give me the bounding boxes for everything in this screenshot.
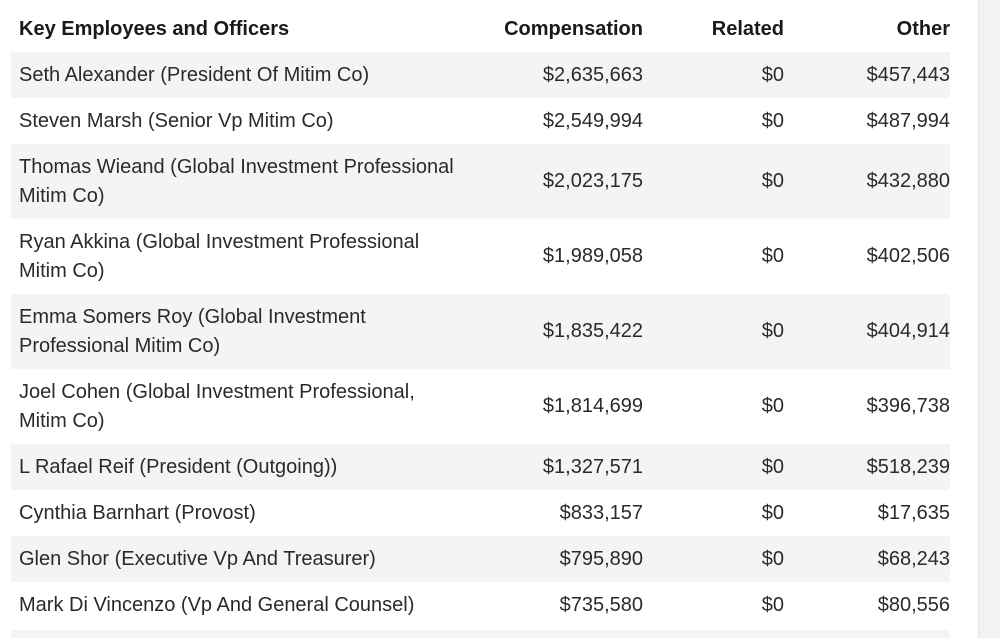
- cell-other: $68,243: [784, 536, 950, 582]
- cell-name: Mark Di Vincenzo (Vp And General Counsel…: [11, 582, 467, 628]
- table-row: Cynthia Barnhart (Provost) $833,157 $0 $…: [11, 490, 950, 536]
- table-row: Steven Marsh (Senior Vp Mitim Co) $2,549…: [11, 98, 950, 144]
- table-row: L Rafael Reif (President (Outgoing)) $1,…: [11, 444, 950, 490]
- cell-other: $402,506: [784, 219, 950, 294]
- cell-other: $487,994: [784, 98, 950, 144]
- cell-related: $0: [647, 98, 784, 144]
- header-related: Related: [647, 6, 784, 52]
- table-row: Joel Cohen (Global Investment Profession…: [11, 369, 950, 444]
- cell-name: Cynthia Barnhart (Provost): [11, 490, 467, 536]
- table-row: Emma Somers Roy (Global Investment Profe…: [11, 294, 950, 369]
- cell-other: $432,880: [784, 144, 950, 219]
- cell-compensation: $735,580: [467, 582, 647, 628]
- cell-name: Glen Shor (Executive Vp And Treasurer): [11, 536, 467, 582]
- cell-other: $404,914: [784, 294, 950, 369]
- header-compensation: Compensation: [467, 6, 647, 52]
- cell-compensation: $833,157: [467, 490, 647, 536]
- table-row: Glen Shor (Executive Vp And Treasurer) $…: [11, 536, 950, 582]
- cell-compensation: $795,890: [467, 536, 647, 582]
- cell-name: Emma Somers Roy (Global Investment Profe…: [11, 294, 467, 369]
- header-other: Other: [784, 6, 950, 52]
- cell-name: Steven Marsh (Senior Vp Mitim Co): [11, 98, 467, 144]
- table-row: Mark Di Vincenzo (Vp And General Counsel…: [11, 582, 950, 628]
- cell-related: $0: [647, 536, 784, 582]
- cell-compensation: $1,327,571: [467, 444, 647, 490]
- cell-related: $0: [647, 369, 784, 444]
- table-row: Seth Alexander (President Of Mitim Co) $…: [11, 52, 950, 98]
- table-row: Ryan Akkina (Global Investment Professio…: [11, 219, 950, 294]
- cell-name: L Rafael Reif (President (Outgoing)): [11, 444, 467, 490]
- cell-other: $396,738: [784, 369, 950, 444]
- cell-compensation: $1,989,058: [467, 219, 647, 294]
- table-row: Thomas Wieand (Global Investment Profess…: [11, 144, 950, 219]
- cell-compensation: $1,814,699: [467, 369, 647, 444]
- cell-related: $0: [647, 294, 784, 369]
- cell-name: Seth Alexander (President Of Mitim Co): [11, 52, 467, 98]
- cell-name: Thomas Wieand (Global Investment Profess…: [11, 144, 467, 219]
- compensation-table: Key Employees and Officers Compensation …: [11, 6, 950, 628]
- cell-other: $80,556: [784, 582, 950, 628]
- table-header-row: Key Employees and Officers Compensation …: [11, 6, 950, 52]
- cell-related: $0: [647, 582, 784, 628]
- cell-related: $0: [647, 52, 784, 98]
- cell-other: $17,635: [784, 490, 950, 536]
- cell-compensation: $1,835,422: [467, 294, 647, 369]
- cell-compensation: $2,549,994: [467, 98, 647, 144]
- cell-other: $518,239: [784, 444, 950, 490]
- cell-compensation: $2,635,663: [467, 52, 647, 98]
- cell-compensation: $2,023,175: [467, 144, 647, 219]
- table-row-partial: [11, 630, 950, 638]
- cell-related: $0: [647, 444, 784, 490]
- cell-related: $0: [647, 490, 784, 536]
- cell-other: $457,443: [784, 52, 950, 98]
- cell-related: $0: [647, 219, 784, 294]
- cell-related: $0: [647, 144, 784, 219]
- header-name: Key Employees and Officers: [11, 6, 467, 52]
- cell-name: Joel Cohen (Global Investment Profession…: [11, 369, 467, 444]
- compensation-table-container: Key Employees and Officers Compensation …: [11, 6, 950, 628]
- cell-name: Ryan Akkina (Global Investment Professio…: [11, 219, 467, 294]
- scrollbar-track[interactable]: [978, 0, 1000, 638]
